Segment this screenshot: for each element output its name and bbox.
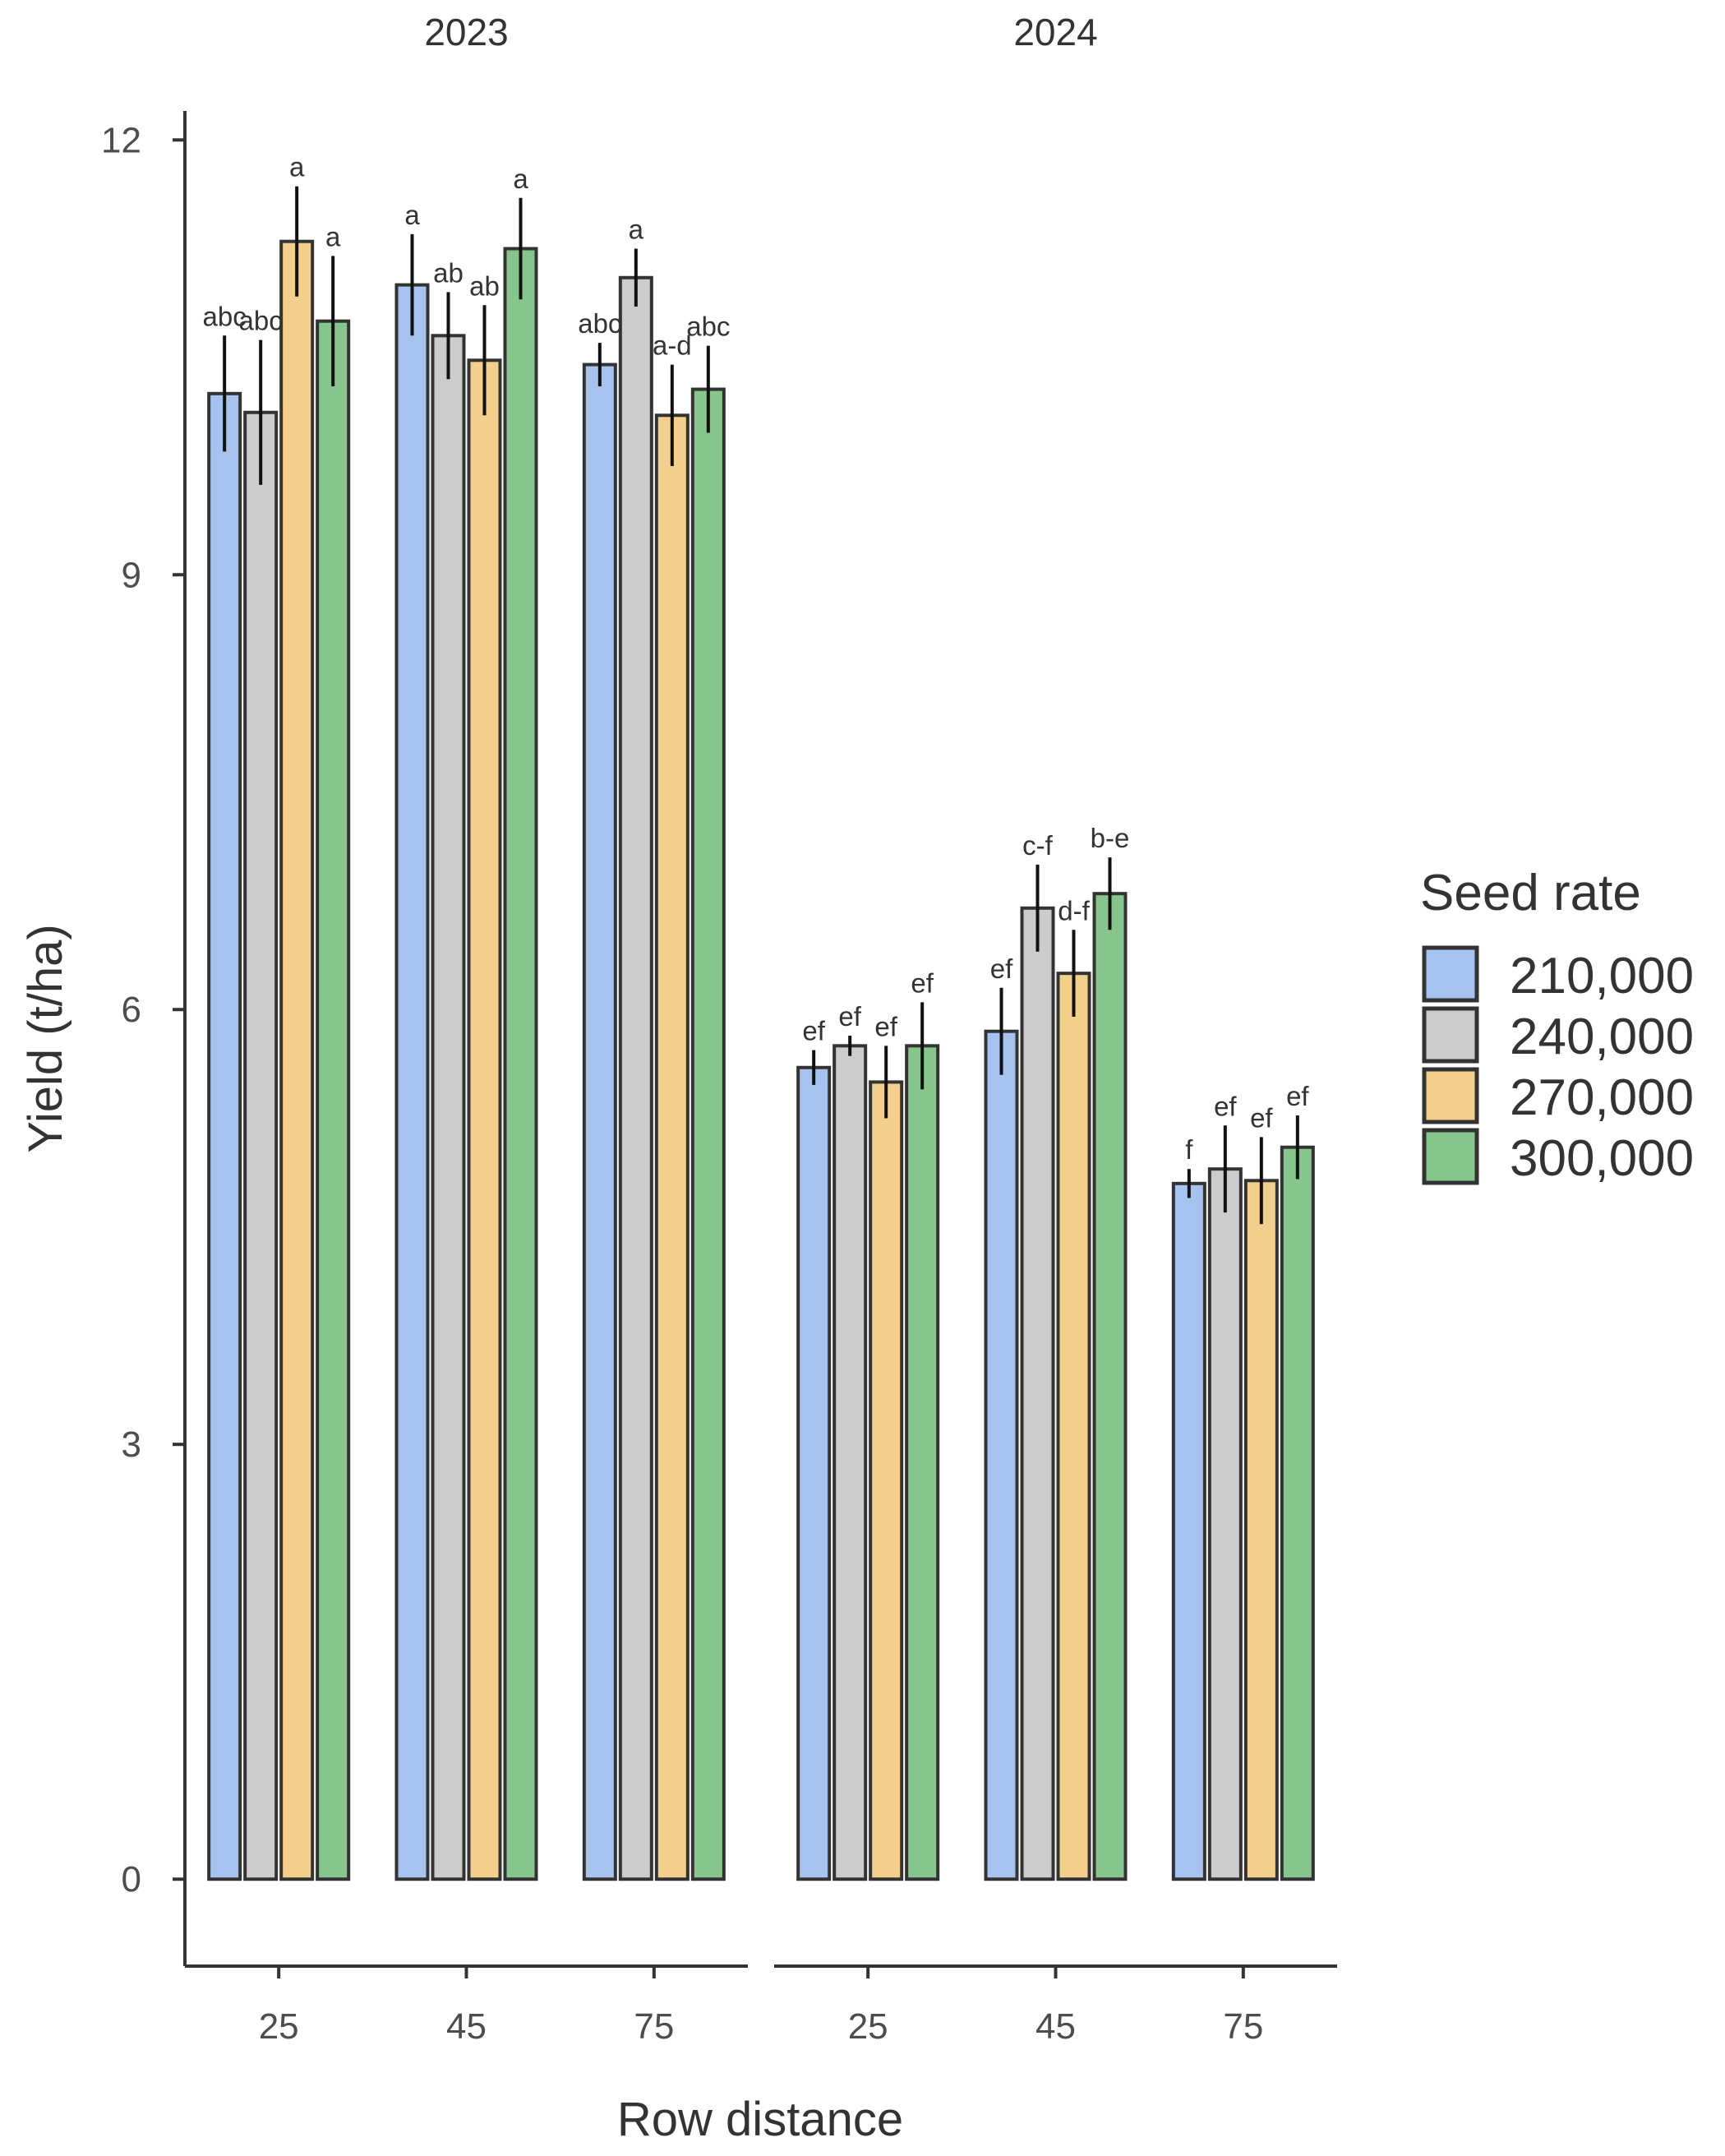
bar bbox=[1207, 1167, 1243, 1881]
legend-label: 270,000 bbox=[1510, 1069, 1694, 1126]
x-tick-label: 45 bbox=[446, 2006, 487, 2047]
legend-swatch bbox=[1422, 945, 1479, 1003]
y-axis-title: Yield (t/ha) bbox=[19, 924, 72, 1152]
significance-label: a bbox=[513, 164, 528, 194]
significance-label: ef bbox=[1214, 1091, 1237, 1121]
bar bbox=[1171, 1181, 1206, 1881]
significance-label: ab bbox=[469, 270, 500, 301]
significance-label: abc bbox=[203, 301, 247, 331]
significance-label: b-e bbox=[1091, 823, 1130, 853]
bar bbox=[833, 1044, 868, 1881]
significance-label: ef bbox=[874, 1011, 897, 1041]
bar bbox=[1020, 906, 1055, 1881]
significance-label: ef bbox=[911, 967, 934, 998]
bar bbox=[618, 275, 653, 1881]
significance-label: a bbox=[404, 200, 420, 230]
significance-label: ef bbox=[990, 953, 1013, 984]
legend-label: 240,000 bbox=[1510, 1009, 1694, 1065]
bar bbox=[243, 410, 279, 1881]
bar bbox=[1092, 892, 1128, 1881]
facet-title: 2023 bbox=[424, 11, 508, 53]
bar bbox=[467, 358, 502, 1881]
bar bbox=[279, 239, 315, 1881]
y-tick-label: 6 bbox=[122, 990, 141, 1030]
significance-label: abc bbox=[686, 312, 730, 342]
significance-label: abc bbox=[578, 308, 621, 339]
x-tick-label: 75 bbox=[1223, 2006, 1263, 2047]
bar bbox=[869, 1080, 904, 1881]
bar bbox=[582, 362, 617, 1881]
bar bbox=[394, 283, 430, 1881]
bar bbox=[1243, 1179, 1279, 1881]
bar bbox=[654, 413, 690, 1881]
significance-label: f bbox=[1185, 1134, 1193, 1165]
facet-title: 2024 bbox=[1013, 11, 1097, 53]
bar bbox=[1280, 1145, 1315, 1881]
significance-label: ab bbox=[433, 257, 464, 288]
legend-swatch bbox=[1422, 1128, 1479, 1185]
significance-label: a bbox=[629, 215, 644, 245]
x-tick-label: 25 bbox=[848, 2006, 888, 2047]
significance-label: ef bbox=[802, 1016, 825, 1046]
significance-label: a bbox=[289, 152, 305, 182]
significance-label: ef bbox=[1250, 1102, 1273, 1133]
significance-label: ef bbox=[1286, 1081, 1309, 1111]
legend-title: Seed rate bbox=[1420, 865, 1641, 921]
bar bbox=[690, 387, 726, 1881]
x-tick-label: 25 bbox=[259, 2006, 299, 2047]
legend-label: 300,000 bbox=[1510, 1130, 1694, 1187]
bar bbox=[503, 247, 538, 1881]
bar bbox=[905, 1044, 940, 1881]
y-tick-label: 12 bbox=[101, 120, 141, 160]
bar bbox=[796, 1065, 832, 1881]
x-tick-label: 45 bbox=[1035, 2006, 1076, 2047]
bar bbox=[207, 391, 242, 1881]
legend-swatch bbox=[1422, 1006, 1479, 1064]
bar bbox=[984, 1029, 1019, 1881]
x-axis-title: Row distance bbox=[617, 2093, 903, 2146]
x-tick-label: 75 bbox=[634, 2006, 674, 2047]
y-tick-label: 3 bbox=[122, 1424, 141, 1465]
legend-label: 210,000 bbox=[1510, 948, 1694, 1004]
significance-label: a-d bbox=[653, 330, 692, 361]
y-tick-label: 9 bbox=[122, 555, 141, 595]
significance-label: a bbox=[325, 221, 341, 252]
significance-label: c-f bbox=[1022, 830, 1053, 861]
bar bbox=[1056, 972, 1091, 1881]
y-tick-label: 0 bbox=[122, 1859, 141, 1900]
bar bbox=[316, 319, 351, 1881]
bar bbox=[431, 334, 466, 1881]
significance-label: abc bbox=[239, 306, 283, 336]
significance-label: ef bbox=[838, 1001, 861, 1032]
significance-label: d-f bbox=[1058, 895, 1090, 926]
legend-swatch bbox=[1422, 1067, 1479, 1124]
